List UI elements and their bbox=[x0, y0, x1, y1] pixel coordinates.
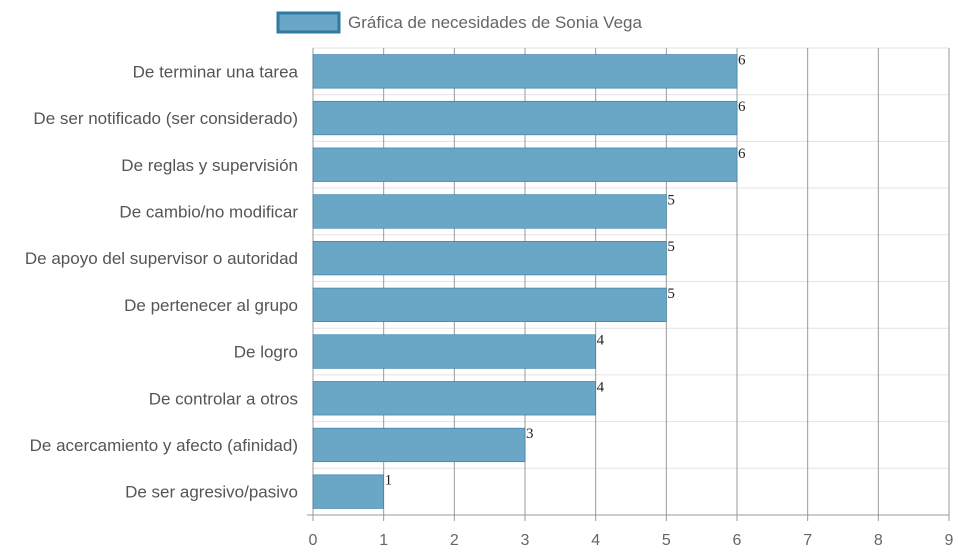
bar bbox=[312, 334, 596, 369]
data-label: 5 bbox=[667, 192, 675, 208]
category-label: De acercamiento y afecto (afinidad) bbox=[30, 436, 298, 455]
x-tick-label: 4 bbox=[591, 532, 600, 549]
data-label: 1 bbox=[385, 473, 393, 489]
x-axis-ticks: 0 1 2 3 4 5 6 7 8 9 bbox=[309, 532, 954, 549]
bar bbox=[312, 54, 738, 89]
category-label: De pertenecer al grupo bbox=[124, 296, 298, 315]
x-tick-label: 7 bbox=[803, 532, 812, 549]
bar bbox=[312, 427, 526, 463]
bar bbox=[312, 100, 738, 136]
category-labels: De terminar una tarea De ser notificado (… bbox=[25, 62, 299, 501]
category-label: De apoyo del supervisor o autoridad bbox=[25, 249, 298, 268]
category-label: De terminar una tarea bbox=[133, 62, 299, 81]
x-tick-label: 6 bbox=[733, 532, 742, 549]
category-label: De controlar a otros bbox=[149, 389, 298, 408]
bar bbox=[312, 287, 667, 322]
bar bbox=[312, 194, 667, 229]
bar bbox=[312, 147, 738, 182]
x-tick-label: 1 bbox=[379, 532, 388, 549]
x-tick-label: 5 bbox=[662, 532, 671, 549]
bar bbox=[312, 474, 384, 509]
legend[interactable]: Gráfica de necesidades de Sonia Vega bbox=[276, 11, 642, 34]
data-label: 6 bbox=[738, 99, 746, 115]
data-labels: 6 6 6 5 5 5 4 4 3 1 bbox=[385, 52, 746, 488]
bar bbox=[312, 241, 667, 276]
data-label: 4 bbox=[597, 333, 605, 349]
category-label: De logro bbox=[234, 343, 298, 362]
bars bbox=[312, 54, 738, 509]
x-tick-label: 2 bbox=[450, 532, 459, 549]
category-label: De cambio/no modificar bbox=[119, 202, 298, 221]
data-label: 5 bbox=[667, 286, 675, 302]
x-tick-label: 8 bbox=[874, 532, 883, 549]
x-tick-label: 3 bbox=[521, 532, 530, 549]
data-label: 4 bbox=[597, 379, 605, 395]
data-label: 6 bbox=[738, 52, 746, 68]
legend-label[interactable]: Gráfica de necesidades de Sonia Vega bbox=[348, 13, 642, 32]
x-tick-label: 9 bbox=[945, 532, 954, 549]
data-label: 5 bbox=[667, 239, 675, 255]
legend-swatch[interactable] bbox=[276, 11, 341, 34]
data-label: 3 bbox=[526, 426, 534, 442]
category-label: De ser notificado (ser considerado) bbox=[33, 109, 298, 128]
category-label: De reglas y supervisión bbox=[121, 156, 298, 175]
category-label: De ser agresivo/pasivo bbox=[125, 483, 298, 502]
bar bbox=[312, 381, 596, 416]
x-tick-label: 0 bbox=[309, 532, 318, 549]
data-label: 6 bbox=[738, 146, 746, 162]
